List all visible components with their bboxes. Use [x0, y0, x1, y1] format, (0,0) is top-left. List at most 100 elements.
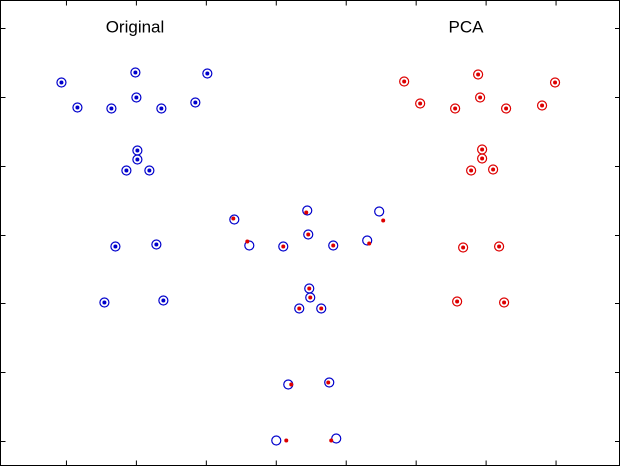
marker-circle — [458, 242, 469, 253]
point — [130, 67, 141, 78]
point — [458, 242, 469, 253]
point — [289, 382, 294, 387]
marker-dot — [553, 80, 558, 85]
marker-dot — [113, 244, 118, 249]
point — [331, 243, 336, 248]
point — [319, 306, 324, 311]
marker-dot — [193, 100, 198, 105]
marker-dot — [289, 382, 294, 387]
marker-dot — [540, 103, 545, 108]
marker-circle — [72, 102, 83, 113]
point — [297, 306, 302, 311]
point — [324, 377, 335, 388]
marker-circle — [450, 103, 461, 114]
marker-dot — [147, 168, 152, 173]
point — [415, 98, 426, 109]
point — [331, 433, 342, 444]
point — [231, 216, 236, 221]
marker-circle — [488, 164, 499, 175]
point — [72, 102, 83, 113]
marker-circle — [56, 77, 67, 88]
annotation: PCA — [449, 17, 485, 36]
point — [132, 154, 143, 165]
point — [271, 435, 282, 446]
point — [99, 297, 110, 308]
point — [302, 205, 313, 216]
point — [56, 77, 67, 88]
marker-circle — [374, 206, 385, 217]
point — [475, 92, 486, 103]
marker-dot — [319, 306, 324, 311]
marker-dot — [135, 157, 140, 162]
marker-dot — [476, 72, 481, 77]
marker-circle — [328, 240, 339, 251]
marker-circle — [536, 100, 548, 111]
point — [294, 303, 305, 314]
marker-dot — [326, 380, 331, 385]
marker-circle — [399, 76, 410, 87]
marker-dot — [491, 167, 496, 172]
marker-circle — [477, 153, 488, 164]
marker-circle — [475, 92, 486, 103]
marker-dot — [331, 243, 336, 248]
point — [549, 77, 561, 88]
point — [367, 241, 372, 246]
point — [158, 295, 169, 306]
marker-circle — [278, 241, 289, 252]
marker-dot — [159, 106, 164, 111]
marker-dot — [502, 300, 507, 305]
point — [303, 229, 314, 240]
point — [278, 241, 289, 252]
marker-dot — [231, 216, 236, 221]
marker-circle — [106, 103, 117, 114]
marker-dot — [478, 95, 483, 100]
marker-dot — [480, 147, 485, 152]
marker-dot — [284, 438, 289, 443]
marker-circle — [324, 377, 335, 388]
point — [131, 92, 142, 103]
marker-circle — [244, 240, 255, 251]
point — [202, 68, 213, 79]
marker-circle — [549, 77, 561, 88]
marker-circle — [303, 229, 314, 240]
point — [362, 235, 373, 246]
marker-dot — [306, 232, 311, 237]
point — [106, 103, 117, 114]
point — [316, 303, 327, 314]
point — [308, 295, 313, 300]
marker-dot — [297, 306, 302, 311]
marker-circle — [316, 303, 327, 314]
marker-circle — [302, 205, 313, 216]
marker-dot — [480, 156, 485, 161]
marker-dot — [418, 101, 423, 106]
point — [110, 241, 121, 252]
marker-circle — [99, 297, 110, 308]
point — [284, 438, 289, 443]
marker-dot — [124, 168, 129, 173]
point — [477, 153, 488, 164]
marker-circle — [305, 292, 316, 303]
marker-circle — [362, 235, 373, 246]
point — [498, 297, 510, 308]
point — [381, 218, 386, 223]
point — [190, 97, 201, 108]
point — [374, 206, 385, 217]
marker-circle — [151, 239, 162, 250]
marker-circle — [202, 68, 213, 79]
marker-circle — [158, 295, 169, 306]
marker-dot — [161, 298, 166, 303]
marker-circle — [271, 435, 282, 446]
marker-dot — [245, 239, 250, 244]
point — [450, 103, 461, 114]
marker-circle — [132, 154, 143, 165]
point — [245, 239, 250, 244]
marker-circle — [144, 165, 155, 176]
marker-circle — [452, 296, 463, 307]
point — [329, 438, 334, 443]
marker-dot — [304, 210, 309, 215]
point — [306, 232, 311, 237]
marker-circle — [498, 297, 510, 308]
marker-circle — [331, 433, 342, 444]
